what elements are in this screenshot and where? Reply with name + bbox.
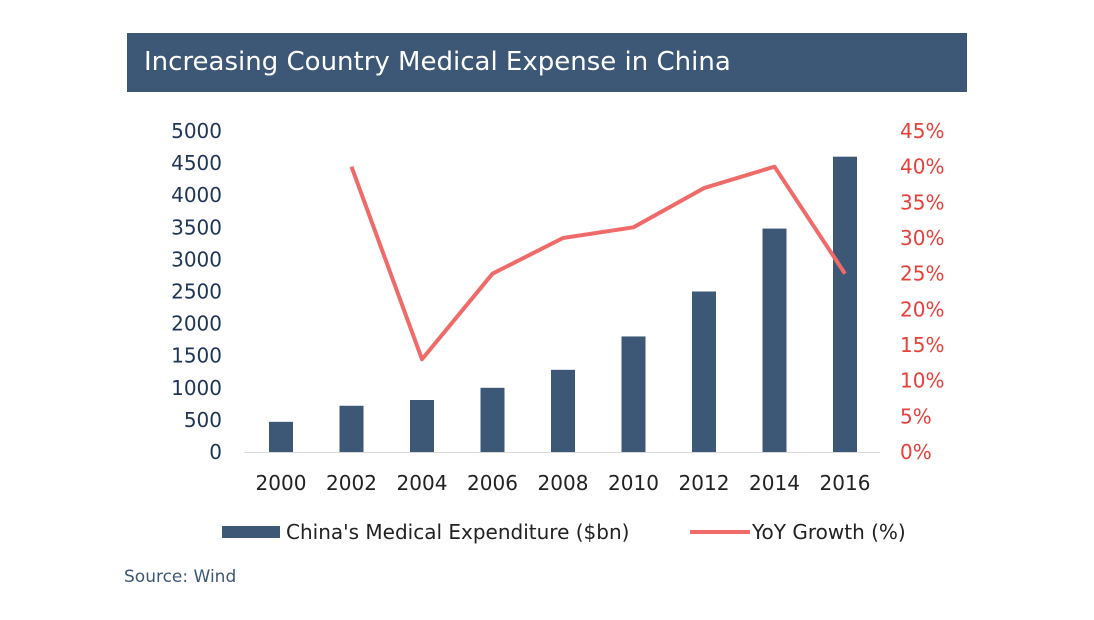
legend-line-label: YoY Growth (%) — [751, 520, 906, 544]
bar-2000 — [269, 421, 293, 452]
left-axis: 0 500 1000 1500 2000 2500 3000 3500 4000 4500 5000 — [171, 119, 222, 464]
right-tick-label: 35% — [900, 190, 944, 214]
right-tick-label: 45% — [900, 119, 944, 143]
title-bar: Increasing Country Medical Expense in Ch… — [127, 33, 967, 92]
left-tick-label: 1000 — [171, 376, 222, 400]
legend-bar-swatch — [222, 526, 280, 538]
legend-bar-label: China's Medical Expenditure ($bn) — [286, 520, 629, 544]
left-tick-label: 3500 — [171, 215, 222, 239]
left-tick-label: 0 — [209, 440, 222, 464]
right-tick-label: 5% — [900, 404, 932, 428]
x-tick-label: 2012 — [679, 471, 730, 495]
bar-2006 — [480, 387, 505, 452]
right-tick-label: 30% — [900, 226, 944, 250]
left-tick-label: 3000 — [171, 247, 222, 271]
legend: China's Medical Expenditure ($bn) YoY Gro… — [222, 520, 906, 544]
x-tick-label: 2002 — [326, 471, 377, 495]
right-tick-label: 40% — [900, 155, 944, 179]
right-tick-label: 10% — [900, 369, 944, 393]
bar-2010 — [621, 336, 646, 452]
left-tick-label: 4500 — [171, 151, 222, 175]
left-tick-label: 1500 — [171, 344, 222, 368]
left-tick-label: 500 — [184, 408, 222, 432]
bar-2014 — [762, 228, 787, 452]
left-tick-label: 2500 — [171, 280, 222, 304]
x-tick-label: 2010 — [608, 471, 659, 495]
right-axis: 0% 5% 10% 15% 20% 25% 30% 35% 40% 45% — [900, 119, 944, 464]
line-layer — [349, 164, 847, 362]
left-tick-label: 4000 — [171, 183, 222, 207]
x-tick-label: 2014 — [749, 471, 800, 495]
chart-title: Increasing Country Medical Expense in Ch… — [144, 47, 731, 77]
bar-2008 — [551, 369, 575, 452]
right-tick-label: 15% — [900, 333, 944, 357]
right-tick-label: 25% — [900, 262, 944, 286]
yoy-growth-line — [349, 164, 847, 362]
x-tick-label: 2016 — [820, 471, 871, 495]
source-note: Source: Wind — [124, 567, 237, 587]
x-tick-label: 2004 — [397, 471, 448, 495]
bar-2016 — [833, 156, 857, 452]
left-tick-label: 5000 — [171, 119, 222, 143]
bar-2012 — [692, 291, 716, 452]
x-tick-label: 2006 — [467, 471, 518, 495]
left-tick-label: 2000 — [171, 312, 222, 336]
right-tick-label: 0% — [900, 440, 932, 464]
x-tick-label: 2000 — [256, 471, 307, 495]
x-tick-label: 2008 — [538, 471, 589, 495]
bars-layer — [269, 156, 857, 452]
bar-2004 — [410, 399, 434, 452]
right-tick-label: 20% — [900, 297, 944, 321]
x-axis: 2000 2002 2004 2006 2008 2010 2012 2014 2016 — [244, 452, 880, 495]
bar-2002 — [339, 405, 364, 452]
